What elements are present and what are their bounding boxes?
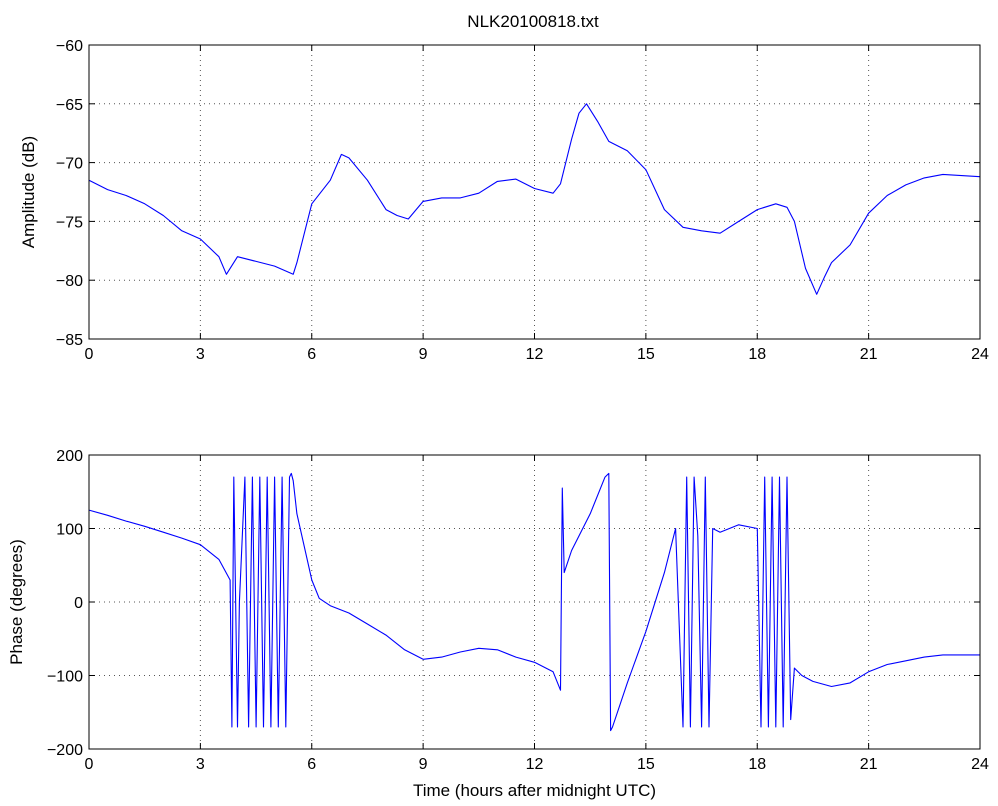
- amplitude-ylabel: Amplitude (dB): [19, 136, 38, 248]
- phase-xtick-label-4: 12: [526, 756, 544, 773]
- phase-xtick-label-2: 6: [307, 756, 316, 773]
- phase-xtick-label-7: 21: [860, 756, 878, 773]
- amplitude-xtick-label-8: 24: [971, 346, 989, 363]
- amplitude-xtick-label-1: 3: [196, 346, 205, 363]
- phase-ytick-label-4: 200: [56, 448, 83, 465]
- figure-title: NLK20100818.txt: [467, 12, 599, 31]
- amplitude-ytick-label-0: −85: [56, 332, 83, 349]
- amplitude-xtick-label-6: 18: [748, 346, 766, 363]
- amplitude-xtick-label-2: 6: [307, 346, 316, 363]
- amplitude-ytick-label-3: −70: [56, 156, 83, 173]
- amplitude-xtick-label-0: 0: [85, 346, 94, 363]
- amplitude-ytick-label-1: −80: [56, 273, 83, 290]
- amplitude-xtick-label-5: 15: [637, 346, 655, 363]
- amplitude-ytick-label-2: −75: [56, 214, 83, 231]
- amplitude-panel: 0 3 6 9 12 15 18 21 24 −85 −80 −75 −70 −65 −60 Amplitud…: [19, 38, 989, 363]
- phase-xtick-label-5: 15: [637, 756, 655, 773]
- phase-panel: 0 3 6 9 12 15 18 21 24 −200 −100 0 100 200 Phase (degr…: [7, 448, 989, 800]
- phase-ytick-label-0: −200: [47, 742, 83, 759]
- amplitude-axes-box: [88, 44, 981, 340]
- amplitude-ytick-label-4: −65: [56, 97, 83, 114]
- amplitude-xtick-label-7: 21: [860, 346, 878, 363]
- phase-xlabel: Time (hours after midnight UTC): [413, 781, 656, 800]
- phase-xtick-label-1: 3: [196, 756, 205, 773]
- phase-xtick-label-0: 0: [85, 756, 94, 773]
- phase-ylabel: Phase (degrees): [7, 539, 26, 665]
- phase-xtick-label-6: 18: [748, 756, 766, 773]
- phase-ytick-label-3: 100: [56, 522, 83, 539]
- amplitude-ytick-label-5: −60: [56, 38, 83, 55]
- phase-ytick-label-1: −100: [47, 669, 83, 686]
- amplitude-xtick-label-4: 12: [526, 346, 544, 363]
- phase-series-line: [88, 472, 980, 732]
- phase-ytick-label-2: 0: [74, 595, 83, 612]
- amplitude-xtick-label-3: 9: [419, 346, 428, 363]
- phase-xtick-label-8: 24: [971, 756, 989, 773]
- amplitude-series-line: [88, 103, 981, 295]
- phase-xtick-label-3: 9: [419, 756, 428, 773]
